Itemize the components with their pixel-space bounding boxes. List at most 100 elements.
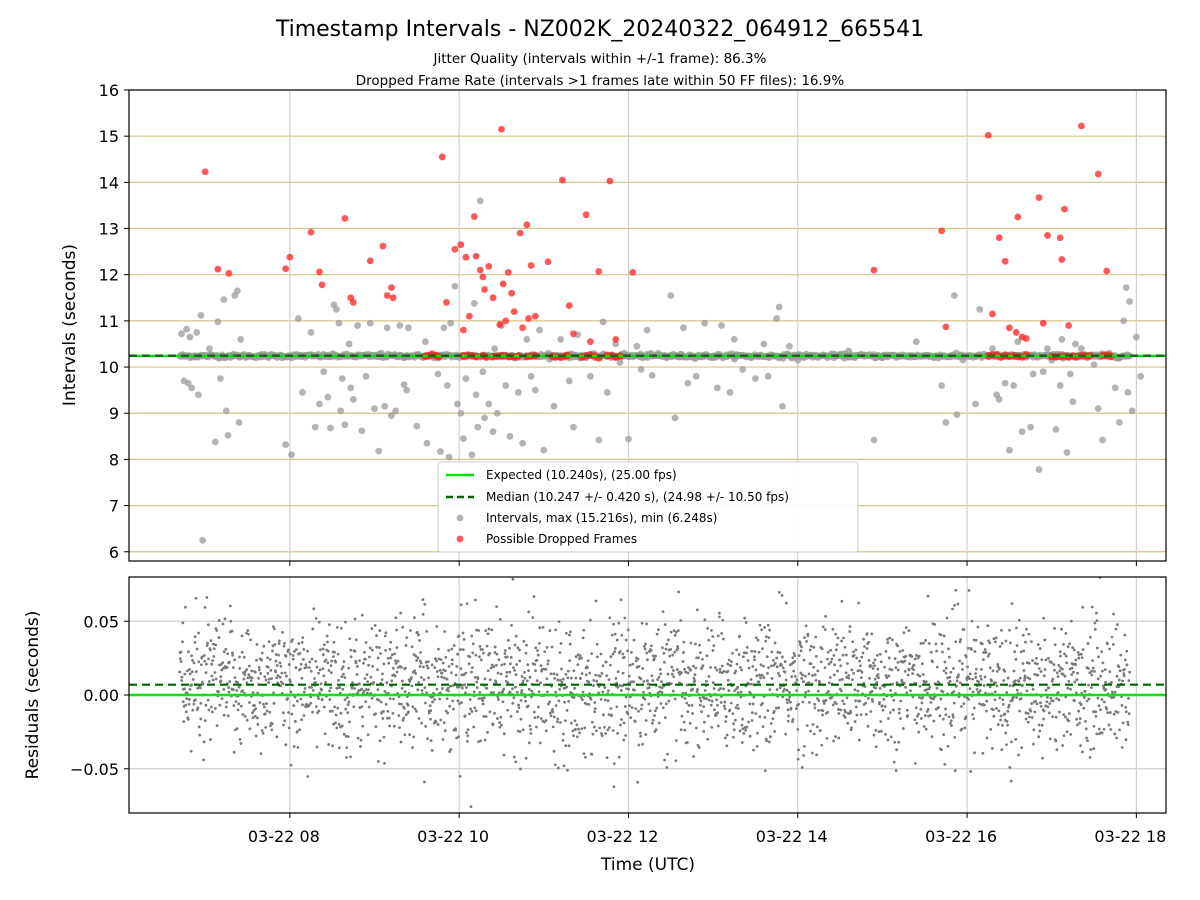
- residual-point: [764, 639, 768, 643]
- residual-point: [619, 723, 622, 727]
- residual-point: [980, 642, 984, 646]
- interval-point: [586, 372, 594, 380]
- residual-point: [566, 768, 569, 772]
- residual-point: [194, 596, 198, 600]
- residual-point: [711, 649, 715, 652]
- residual-point: [502, 753, 506, 757]
- residual-point: [1110, 696, 1114, 699]
- interval-point: [404, 324, 412, 332]
- x-axis-tick-label: 03-22 12: [586, 827, 658, 846]
- residual-point: [376, 668, 379, 672]
- residual-point: [797, 748, 801, 752]
- residual-point: [517, 703, 521, 707]
- residual-point: [344, 707, 348, 711]
- residual-point: [524, 699, 527, 703]
- residual-point: [1117, 685, 1121, 689]
- residual-point: [513, 669, 517, 672]
- residual-point: [382, 662, 386, 666]
- residual-point: [383, 762, 386, 765]
- residual-point: [418, 659, 422, 663]
- residual-point: [877, 730, 881, 734]
- legend-intervals-swatch: [456, 514, 464, 522]
- residual-point: [663, 660, 666, 664]
- residual-point: [321, 667, 325, 671]
- residual-point: [487, 627, 491, 631]
- residual-point: [194, 670, 198, 674]
- residual-point: [185, 697, 189, 700]
- residual-point: [822, 702, 826, 705]
- residual-point: [658, 685, 662, 689]
- residual-point: [551, 710, 555, 714]
- residual-point: [204, 662, 208, 666]
- intervals-ytick-label: 9: [109, 404, 119, 423]
- residual-point: [759, 663, 763, 667]
- residual-point: [507, 638, 510, 642]
- residual-point: [191, 708, 195, 712]
- residual-point: [267, 640, 271, 643]
- residual-point: [1081, 605, 1085, 609]
- residual-point: [615, 705, 619, 709]
- residual-point: [939, 633, 943, 637]
- residual-point: [568, 630, 572, 634]
- residual-point: [232, 750, 236, 754]
- dropped-frame-point: [443, 299, 450, 306]
- residual-point: [844, 671, 848, 675]
- residual-point: [427, 711, 431, 715]
- residual-point: [992, 714, 996, 718]
- residual-point: [941, 690, 945, 694]
- residual-point: [277, 642, 281, 645]
- residual-point: [658, 668, 662, 671]
- residual-point: [408, 679, 412, 683]
- residual-point: [399, 740, 403, 744]
- residual-point: [999, 714, 1003, 718]
- residual-point: [994, 636, 998, 640]
- residual-point: [342, 672, 345, 676]
- residual-point: [299, 697, 303, 701]
- legend-expected: Expected (10.240s), (25.00 fps): [486, 468, 677, 482]
- residual-point: [854, 705, 858, 709]
- legend-dropped-swatch: [456, 535, 464, 543]
- interval-point: [502, 382, 510, 389]
- residual-point: [263, 712, 267, 716]
- residual-point: [1082, 706, 1086, 710]
- residuals-y-axis-label: Residuals (seconds): [23, 611, 43, 780]
- residual-point: [1002, 679, 1006, 682]
- residual-point: [517, 706, 521, 710]
- interval-point: [643, 326, 651, 334]
- residual-point: [1120, 704, 1124, 707]
- interval-point: [536, 326, 543, 334]
- residual-point: [368, 646, 372, 650]
- residual-point: [766, 672, 769, 675]
- interval-point: [1027, 423, 1034, 431]
- residual-point: [609, 655, 613, 659]
- interval-point: [320, 368, 328, 376]
- residual-point: [879, 720, 883, 723]
- residual-point: [755, 744, 759, 748]
- residual-point: [852, 671, 856, 675]
- residual-point: [545, 677, 549, 681]
- residual-point: [770, 650, 774, 654]
- residual-point: [395, 646, 399, 649]
- residual-point: [296, 746, 300, 749]
- residual-point: [725, 733, 729, 737]
- residual-point: [820, 743, 824, 747]
- residual-point: [1080, 656, 1084, 659]
- residual-point: [691, 664, 695, 668]
- residual-point: [1017, 753, 1020, 757]
- residual-point: [443, 669, 447, 673]
- residual-point: [279, 664, 283, 668]
- residual-point: [693, 679, 697, 683]
- residual-point: [643, 697, 647, 701]
- residual-point: [575, 735, 579, 739]
- residual-point: [182, 720, 186, 723]
- residual-point: [582, 752, 586, 756]
- residual-point: [724, 715, 728, 718]
- residual-point: [559, 678, 562, 682]
- residual-point: [392, 724, 396, 728]
- residual-point: [461, 631, 465, 635]
- residual-point: [1066, 686, 1070, 690]
- residual-point: [1007, 703, 1011, 707]
- residual-point: [749, 678, 753, 681]
- intervals-ytick-label: 6: [109, 543, 119, 562]
- residual-point: [371, 648, 374, 652]
